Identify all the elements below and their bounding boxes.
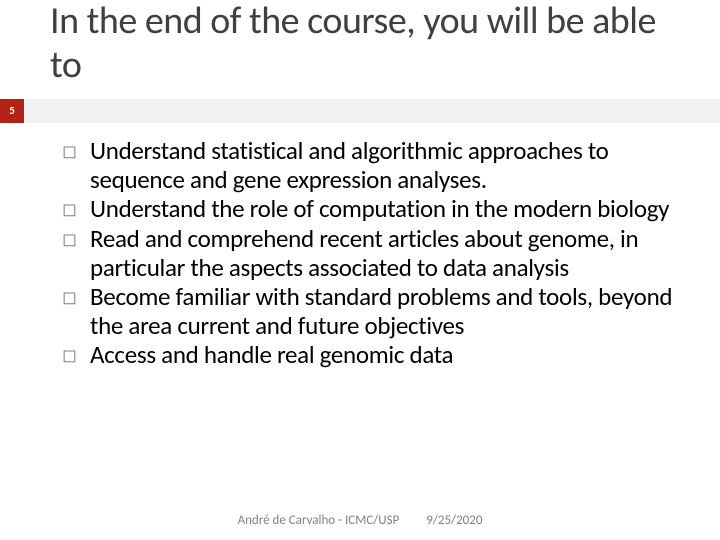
bullet-list: ◻ Understand statistical and algorithmic… xyxy=(60,136,700,370)
list-item-text: Become familiar with standard problems a… xyxy=(90,282,700,340)
bullet-icon: ◻ xyxy=(60,136,90,166)
list-item-text: Understand the role of computation in th… xyxy=(90,194,700,223)
bullet-icon: ◻ xyxy=(60,224,90,254)
list-item: ◻ Understand statistical and algorithmic… xyxy=(60,136,700,194)
list-item-text: Access and handle real genomic data xyxy=(90,340,700,369)
list-item-text: Read and comprehend recent articles abou… xyxy=(90,224,700,282)
bullet-icon: ◻ xyxy=(60,194,90,224)
footer-author: André de Carvalho - ICMC/USP xyxy=(238,513,400,528)
bullet-icon: ◻ xyxy=(60,282,90,312)
slide-footer: André de Carvalho - ICMC/USP 9/25/2020 xyxy=(0,513,720,528)
list-item: ◻ Read and comprehend recent articles ab… xyxy=(60,224,700,282)
list-item-text: Understand statistical and algorithmic a… xyxy=(90,136,700,194)
title-underline-bar xyxy=(24,99,720,123)
slide: In the end of the course, you will be ab… xyxy=(0,0,720,540)
list-item: ◻ Become familiar with standard problems… xyxy=(60,282,700,340)
slide-title: In the end of the course, you will be ab… xyxy=(50,0,690,87)
page-number-badge: 5 xyxy=(0,99,24,123)
bullet-icon: ◻ xyxy=(60,340,90,370)
list-item: ◻ Access and handle real genomic data xyxy=(60,340,700,370)
footer-date: 9/25/2020 xyxy=(426,513,482,528)
list-item: ◻ Understand the role of computation in … xyxy=(60,194,700,224)
